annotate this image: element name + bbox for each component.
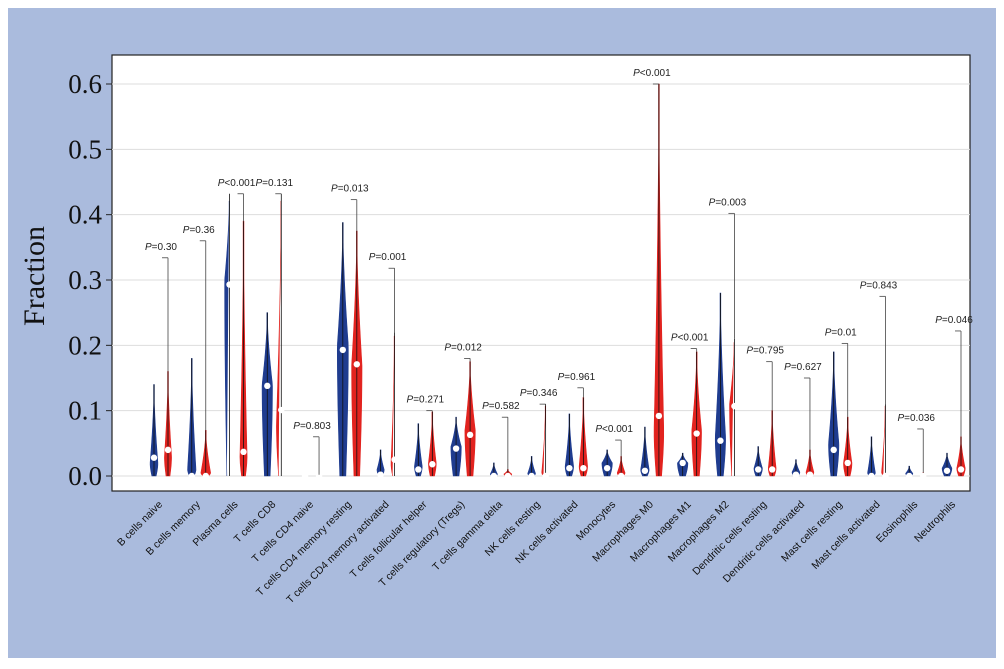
p-value-label: P=0.30 <box>145 242 177 253</box>
median-dot <box>164 446 172 454</box>
p-value-label: P<0.001 <box>633 68 671 79</box>
median-dot <box>717 437 724 444</box>
median-dot <box>504 472 512 480</box>
y-tick-label: 0.0 <box>68 461 102 491</box>
median-dot <box>906 472 913 480</box>
median-dot <box>542 472 549 480</box>
median-dot <box>466 431 474 439</box>
violin-g2 <box>881 405 886 477</box>
median-dot <box>528 472 535 480</box>
median-dot <box>429 461 436 468</box>
p-value-label: P=0.961 <box>558 372 596 383</box>
median-dot <box>301 472 309 480</box>
median-dot <box>580 464 587 472</box>
median-dot <box>188 472 195 480</box>
median-dot <box>806 471 814 478</box>
violin-chart: 0.0 0.1 0.2 0.3 0.4 0.5 0.6 P=0.30 P=0.36 P<0.00… <box>8 8 996 658</box>
median-dot <box>603 464 611 472</box>
y-tick-label: 0.5 <box>68 134 102 164</box>
median-dot <box>768 466 776 473</box>
p-value-label: P<0.001 <box>218 178 256 189</box>
median-dot <box>679 459 686 467</box>
median-dot <box>278 406 285 414</box>
median-dot <box>693 430 700 437</box>
y-tick-label: 0.4 <box>68 200 102 230</box>
p-value-label: P<0.001 <box>671 333 709 344</box>
plot-area <box>111 54 971 492</box>
median-dot <box>920 472 927 480</box>
median-dot <box>566 464 573 472</box>
y-tick-label: 0.2 <box>68 330 102 360</box>
p-value-label: P=0.036 <box>897 413 935 424</box>
violin-g2 <box>276 200 282 477</box>
y-axis-title: Fraction <box>18 226 51 326</box>
median-dot <box>415 466 422 473</box>
median-dot <box>617 472 625 480</box>
p-value-label: P=0.795 <box>746 346 784 357</box>
median-dot <box>339 346 347 354</box>
p-value-label: P=0.012 <box>444 342 482 353</box>
median-dot <box>490 472 498 480</box>
median-dot <box>792 471 800 478</box>
median-dot <box>943 467 951 474</box>
p-value-label: P=0.046 <box>935 315 973 326</box>
p-value-label: P=0.346 <box>520 388 558 399</box>
median-dot <box>353 361 361 368</box>
p-value-label: P=0.001 <box>369 252 407 263</box>
violin-g1 <box>224 200 230 477</box>
grid-layer <box>112 83 970 477</box>
median-dot <box>844 459 851 467</box>
median-dot <box>150 454 158 461</box>
median-dot <box>315 472 323 480</box>
median-dot <box>830 446 837 454</box>
p-value-label: P=0.36 <box>183 225 215 236</box>
y-tick-label: 0.6 <box>68 69 102 99</box>
median-dot <box>868 472 875 480</box>
median-dot <box>202 472 209 480</box>
p-value-label: P=0.843 <box>860 280 898 291</box>
median-dot <box>240 448 247 456</box>
figure-frame: 0.0 0.1 0.2 0.3 0.4 0.5 0.6 P=0.30 P=0.36 P<0.00… <box>8 8 996 658</box>
p-value-label: P=0.01 <box>825 327 857 338</box>
p-value-label: P=0.582 <box>482 401 520 412</box>
p-value-label: P=0.271 <box>407 395 445 406</box>
violin-g2 <box>390 335 395 477</box>
median-dot <box>731 402 738 410</box>
p-value-label: P=0.003 <box>709 197 747 208</box>
y-tick-label: 0.1 <box>68 396 102 426</box>
p-value-label: P=0.803 <box>293 421 331 432</box>
median-dot <box>754 466 762 473</box>
median-dot <box>452 445 460 452</box>
median-dot <box>391 456 398 463</box>
violin-g2 <box>729 342 735 477</box>
p-value-label: P=0.131 <box>256 178 294 189</box>
p-value-label: P=0.013 <box>331 184 369 195</box>
p-value-label: P=0.627 <box>784 362 822 373</box>
y-tick-label: 0.3 <box>68 265 102 295</box>
median-dot <box>882 472 889 480</box>
p-value-label: P<0.001 <box>595 424 633 435</box>
p-value-annotations: P=0.30P=0.36P<0.001 P=0.131P=0.803P=0.013… <box>145 68 973 475</box>
median-dot <box>264 382 271 390</box>
y-axis: 0.0 0.1 0.2 0.3 0.4 0.5 0.6 <box>68 69 112 491</box>
violins <box>149 83 966 480</box>
median-dot <box>377 471 384 478</box>
median-dot <box>957 466 965 473</box>
median-dot <box>226 281 233 288</box>
median-dot <box>641 467 649 474</box>
median-dot <box>655 412 663 420</box>
